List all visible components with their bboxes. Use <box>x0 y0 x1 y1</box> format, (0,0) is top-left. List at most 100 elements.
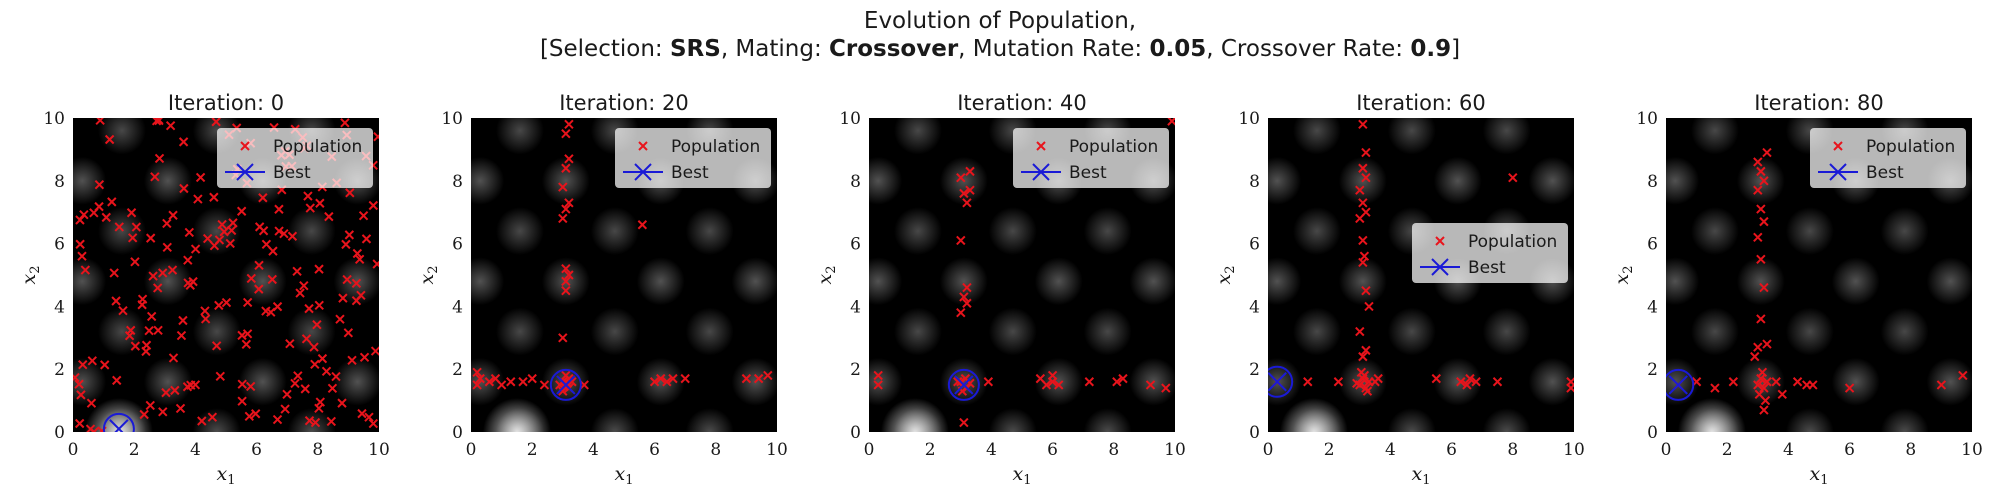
population-point-7 <box>1762 377 1772 387</box>
population-point-25 <box>1361 285 1371 296</box>
population-point-24 <box>668 373 678 384</box>
population-point-125 <box>317 353 328 364</box>
landscape-peak-12 <box>1690 307 1739 356</box>
x-tick-label: 0 <box>466 440 477 460</box>
legend-population-label: Population <box>1468 232 1557 252</box>
best-cross <box>109 419 129 432</box>
landscape-peak-10 <box>1926 257 1972 306</box>
population-point-149 <box>343 328 354 338</box>
population-point-4 <box>100 360 110 370</box>
landscape-peak-15 <box>590 307 639 356</box>
legend: Population Best <box>1013 128 1169 188</box>
population-point-19 <box>539 380 550 390</box>
landscape-peak-14 <box>495 118 544 155</box>
panel-title: Iteration: 20 <box>559 91 689 115</box>
population-point-42 <box>165 120 176 131</box>
population-point-8 <box>1757 367 1768 378</box>
landscape-peak-0 <box>1268 357 1302 406</box>
y-tick-label: 0 <box>850 423 861 443</box>
landscape-global-peak <box>1279 398 1348 432</box>
population-point-117 <box>144 325 154 336</box>
legend-population-marker <box>1036 141 1046 151</box>
population-point-72 <box>148 271 158 281</box>
best-circle <box>947 368 980 401</box>
population-point-166 <box>95 118 105 126</box>
population-point-175 <box>137 294 148 304</box>
population-point-17 <box>179 183 189 194</box>
population-point-150 <box>245 381 256 392</box>
x-axis-label: x1 <box>217 463 236 488</box>
landscape-peak-19 <box>1880 207 1929 256</box>
legend-best-marker <box>1032 163 1050 181</box>
population-point-15 <box>1047 370 1058 381</box>
best-cross <box>556 375 576 395</box>
panel-3: Iteration: 60 0 2 4 6 8 10 0 2 4 6 8 10 x1 x2 Populatio… <box>1213 91 1585 488</box>
landscape-peak-2 <box>73 156 107 205</box>
panel-title: Iteration: 40 <box>957 91 1087 115</box>
x-axis-label: x1 <box>615 463 634 488</box>
population-point-65 <box>345 188 355 198</box>
landscape-peak-6 <box>1034 357 1083 406</box>
legend-best-label: Best <box>1468 258 1506 278</box>
population-point-8 <box>1352 378 1362 389</box>
panel-2: Iteration: 40 0 2 4 6 8 10 0 2 4 6 8 10 x1 x2 Populatio… <box>814 91 1186 488</box>
population-point-79 <box>280 404 290 414</box>
landscape-peak-22 <box>590 408 639 432</box>
landscape-peak-14 <box>893 118 942 155</box>
legend-best-marker <box>236 163 254 181</box>
population-point-30 <box>1759 176 1769 186</box>
landscape-peak-18 <box>1880 307 1929 356</box>
population-point-132 <box>254 260 264 271</box>
population-point-102 <box>321 366 332 377</box>
population-point-165 <box>202 233 213 244</box>
population-point-21 <box>649 377 660 387</box>
y-tick-label: 10 <box>1636 109 1658 129</box>
title-part-5: 0.05 <box>1150 36 1207 62</box>
landscape-global-peak <box>482 398 551 432</box>
y-tick-label: 4 <box>850 297 861 317</box>
population-point-49 <box>347 355 357 366</box>
landscape-peak-19 <box>287 207 336 256</box>
landscape-peak-6 <box>238 357 287 406</box>
population-point-173 <box>158 268 168 278</box>
population-point-151 <box>76 390 86 400</box>
population-point-3 <box>1728 377 1739 387</box>
population-point-6 <box>558 386 568 396</box>
population-point-51 <box>101 212 111 223</box>
population-point-29 <box>956 172 966 183</box>
population-point-4 <box>1753 380 1763 390</box>
x-tick-label: 10 <box>1961 440 1983 460</box>
y-tick-label: 10 <box>1238 109 1260 129</box>
population-point-194 <box>246 273 257 284</box>
population-point-25 <box>680 373 690 384</box>
population-point-17 <box>518 377 528 387</box>
population-point-1 <box>1303 377 1313 387</box>
population-point-13 <box>244 411 255 421</box>
landscape-peak-19 <box>1083 207 1132 256</box>
population-point-53 <box>228 218 238 228</box>
population-point-96 <box>170 385 180 396</box>
y-tick-label: 6 <box>1249 235 1260 255</box>
population-point-41 <box>558 182 568 192</box>
population-point-27 <box>1359 251 1370 261</box>
population-point-40 <box>564 119 574 129</box>
population-point-26 <box>962 198 972 208</box>
landscape-peak-12 <box>1292 307 1341 356</box>
population-point-20 <box>1161 383 1171 393</box>
x-tick-label: 8 <box>1108 440 1119 460</box>
landscape-peak-13 <box>97 207 146 256</box>
population-point-22 <box>1361 345 1371 356</box>
landscape-peak-9 <box>1926 357 1972 406</box>
population-point-12 <box>1041 380 1052 390</box>
population-point-9 <box>1356 367 1367 378</box>
population-point-36 <box>127 233 138 243</box>
population-point-26 <box>741 373 752 384</box>
y-axis-label: x2 <box>416 266 441 285</box>
population-point-105 <box>225 238 235 249</box>
population-point-30 <box>561 285 571 296</box>
population-point-14 <box>1054 380 1064 390</box>
population-point-169 <box>310 417 321 428</box>
population-point-187 <box>242 329 253 339</box>
population-point-76 <box>145 400 155 411</box>
